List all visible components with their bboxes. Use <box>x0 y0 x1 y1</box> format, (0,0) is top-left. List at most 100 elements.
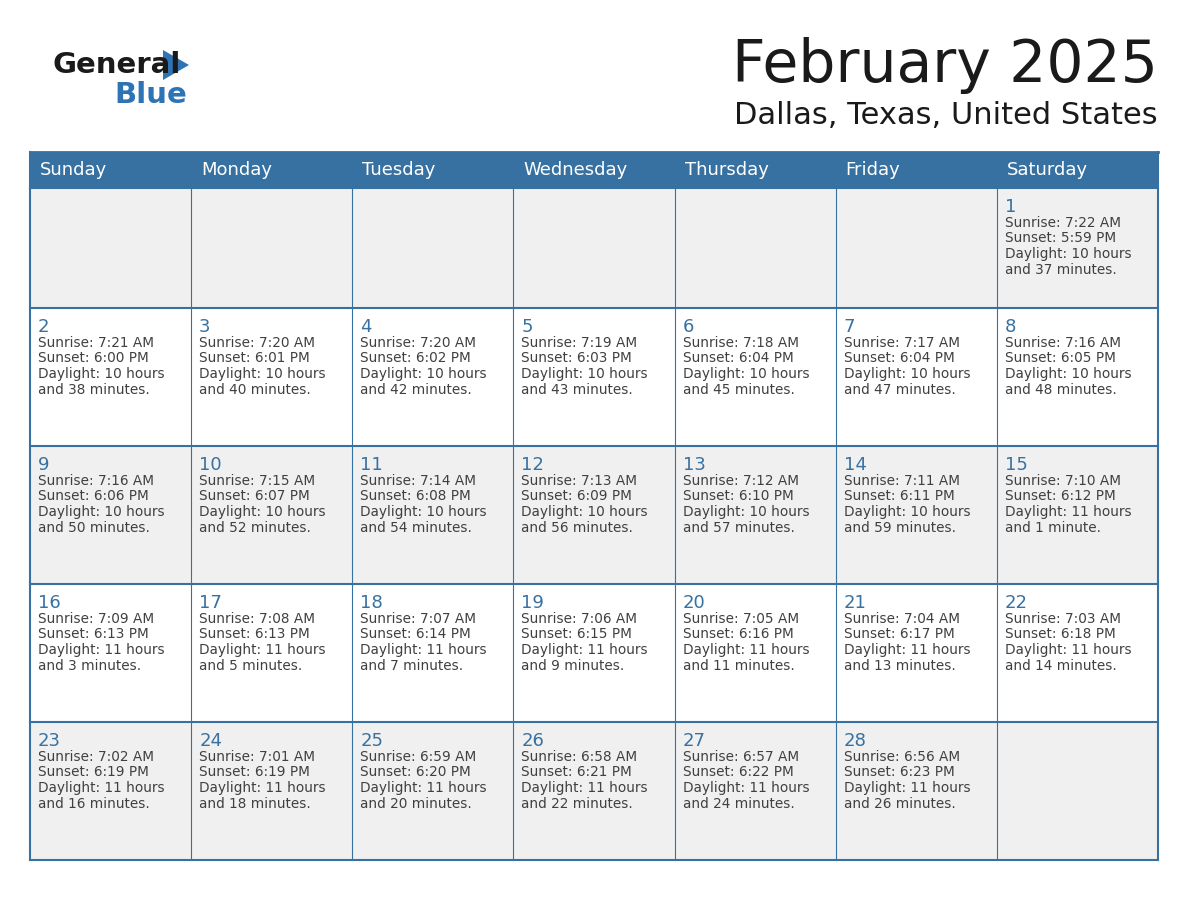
Text: 22: 22 <box>1005 594 1028 612</box>
Text: Sunrise: 7:10 AM: Sunrise: 7:10 AM <box>1005 474 1120 488</box>
Text: Sunset: 6:10 PM: Sunset: 6:10 PM <box>683 489 794 503</box>
Text: and 52 minutes.: and 52 minutes. <box>200 521 311 534</box>
Text: Sunset: 6:03 PM: Sunset: 6:03 PM <box>522 352 632 365</box>
Text: Daylight: 10 hours: Daylight: 10 hours <box>38 367 165 381</box>
Text: and 54 minutes.: and 54 minutes. <box>360 521 472 534</box>
Text: Daylight: 10 hours: Daylight: 10 hours <box>360 367 487 381</box>
Text: 27: 27 <box>683 732 706 750</box>
Text: Sunrise: 7:01 AM: Sunrise: 7:01 AM <box>200 750 315 764</box>
Text: Sunrise: 6:58 AM: Sunrise: 6:58 AM <box>522 750 638 764</box>
Text: Sunrise: 7:22 AM: Sunrise: 7:22 AM <box>1005 216 1120 230</box>
Text: 23: 23 <box>38 732 61 750</box>
Text: Sunrise: 7:17 AM: Sunrise: 7:17 AM <box>843 336 960 350</box>
Text: Sunset: 6:04 PM: Sunset: 6:04 PM <box>683 352 794 365</box>
Text: 7: 7 <box>843 318 855 336</box>
Text: Daylight: 10 hours: Daylight: 10 hours <box>843 367 971 381</box>
Text: Sunset: 6:07 PM: Sunset: 6:07 PM <box>200 489 310 503</box>
Text: and 22 minutes.: and 22 minutes. <box>522 797 633 811</box>
Text: 11: 11 <box>360 456 383 474</box>
Text: and 9 minutes.: and 9 minutes. <box>522 658 625 673</box>
Text: 20: 20 <box>683 594 706 612</box>
Text: and 37 minutes.: and 37 minutes. <box>1005 263 1117 276</box>
Text: Sunset: 6:04 PM: Sunset: 6:04 PM <box>843 352 954 365</box>
Text: Daylight: 10 hours: Daylight: 10 hours <box>522 505 647 519</box>
Text: Daylight: 10 hours: Daylight: 10 hours <box>200 367 326 381</box>
Text: 18: 18 <box>360 594 383 612</box>
Text: and 7 minutes.: and 7 minutes. <box>360 658 463 673</box>
Bar <box>835 152 997 188</box>
Text: Sunset: 6:13 PM: Sunset: 6:13 PM <box>38 628 148 642</box>
Text: Sunset: 6:12 PM: Sunset: 6:12 PM <box>1005 489 1116 503</box>
Text: Sunset: 6:09 PM: Sunset: 6:09 PM <box>522 489 632 503</box>
Text: Saturday: Saturday <box>1007 161 1088 179</box>
Text: Sunrise: 7:11 AM: Sunrise: 7:11 AM <box>843 474 960 488</box>
Text: Monday: Monday <box>201 161 272 179</box>
Text: and 18 minutes.: and 18 minutes. <box>200 797 311 811</box>
Text: and 38 minutes.: and 38 minutes. <box>38 383 150 397</box>
Bar <box>191 152 353 188</box>
Text: Sunrise: 7:04 AM: Sunrise: 7:04 AM <box>843 612 960 626</box>
Text: and 43 minutes.: and 43 minutes. <box>522 383 633 397</box>
Bar <box>30 446 1158 584</box>
Text: Daylight: 10 hours: Daylight: 10 hours <box>38 505 165 519</box>
Text: 21: 21 <box>843 594 866 612</box>
Text: and 50 minutes.: and 50 minutes. <box>38 521 150 534</box>
Text: and 13 minutes.: and 13 minutes. <box>843 658 955 673</box>
Text: Sunrise: 7:16 AM: Sunrise: 7:16 AM <box>1005 336 1120 350</box>
Text: and 48 minutes.: and 48 minutes. <box>1005 383 1117 397</box>
Text: Daylight: 10 hours: Daylight: 10 hours <box>1005 367 1131 381</box>
Text: Daylight: 10 hours: Daylight: 10 hours <box>843 505 971 519</box>
Bar <box>675 152 835 188</box>
Text: Dallas, Texas, United States: Dallas, Texas, United States <box>734 100 1158 129</box>
Text: Daylight: 11 hours: Daylight: 11 hours <box>200 643 326 657</box>
Text: Sunset: 6:22 PM: Sunset: 6:22 PM <box>683 766 794 779</box>
Text: Sunrise: 7:19 AM: Sunrise: 7:19 AM <box>522 336 638 350</box>
Text: Sunrise: 7:08 AM: Sunrise: 7:08 AM <box>200 612 315 626</box>
Text: 24: 24 <box>200 732 222 750</box>
Text: Sunset: 6:21 PM: Sunset: 6:21 PM <box>522 766 632 779</box>
Text: Sunset: 6:18 PM: Sunset: 6:18 PM <box>1005 628 1116 642</box>
Text: Sunrise: 7:12 AM: Sunrise: 7:12 AM <box>683 474 798 488</box>
Text: Tuesday: Tuesday <box>362 161 436 179</box>
Text: Daylight: 10 hours: Daylight: 10 hours <box>683 505 809 519</box>
Text: 19: 19 <box>522 594 544 612</box>
Text: Daylight: 11 hours: Daylight: 11 hours <box>522 781 647 795</box>
Text: Sunrise: 7:21 AM: Sunrise: 7:21 AM <box>38 336 154 350</box>
Text: Sunday: Sunday <box>40 161 107 179</box>
Text: Daylight: 10 hours: Daylight: 10 hours <box>200 505 326 519</box>
Text: Sunrise: 7:14 AM: Sunrise: 7:14 AM <box>360 474 476 488</box>
Text: Daylight: 11 hours: Daylight: 11 hours <box>843 643 971 657</box>
Text: Sunset: 6:23 PM: Sunset: 6:23 PM <box>843 766 954 779</box>
Bar <box>30 308 1158 446</box>
Text: Sunset: 6:08 PM: Sunset: 6:08 PM <box>360 489 470 503</box>
Text: Sunset: 6:11 PM: Sunset: 6:11 PM <box>843 489 954 503</box>
Text: 3: 3 <box>200 318 210 336</box>
Text: and 3 minutes.: and 3 minutes. <box>38 658 141 673</box>
Text: Sunset: 6:20 PM: Sunset: 6:20 PM <box>360 766 470 779</box>
Text: 13: 13 <box>683 456 706 474</box>
Text: and 57 minutes.: and 57 minutes. <box>683 521 795 534</box>
Text: Sunset: 6:19 PM: Sunset: 6:19 PM <box>200 766 310 779</box>
Text: Sunrise: 6:56 AM: Sunrise: 6:56 AM <box>843 750 960 764</box>
Text: Wednesday: Wednesday <box>524 161 627 179</box>
Bar <box>353 152 513 188</box>
Text: Daylight: 11 hours: Daylight: 11 hours <box>1005 505 1131 519</box>
Text: Sunset: 5:59 PM: Sunset: 5:59 PM <box>1005 231 1116 245</box>
Text: Sunset: 6:00 PM: Sunset: 6:00 PM <box>38 352 148 365</box>
Text: and 16 minutes.: and 16 minutes. <box>38 797 150 811</box>
Text: Sunrise: 7:03 AM: Sunrise: 7:03 AM <box>1005 612 1120 626</box>
Text: and 5 minutes.: and 5 minutes. <box>200 658 303 673</box>
Text: Sunset: 6:02 PM: Sunset: 6:02 PM <box>360 352 470 365</box>
Text: Sunrise: 7:07 AM: Sunrise: 7:07 AM <box>360 612 476 626</box>
Text: 8: 8 <box>1005 318 1016 336</box>
Text: Daylight: 11 hours: Daylight: 11 hours <box>1005 643 1131 657</box>
Text: 5: 5 <box>522 318 533 336</box>
Text: Sunrise: 7:20 AM: Sunrise: 7:20 AM <box>200 336 315 350</box>
Text: 12: 12 <box>522 456 544 474</box>
Bar <box>30 188 1158 308</box>
Text: and 56 minutes.: and 56 minutes. <box>522 521 633 534</box>
Polygon shape <box>163 50 189 80</box>
Text: General: General <box>52 51 181 79</box>
Text: Sunrise: 7:02 AM: Sunrise: 7:02 AM <box>38 750 154 764</box>
Text: 4: 4 <box>360 318 372 336</box>
